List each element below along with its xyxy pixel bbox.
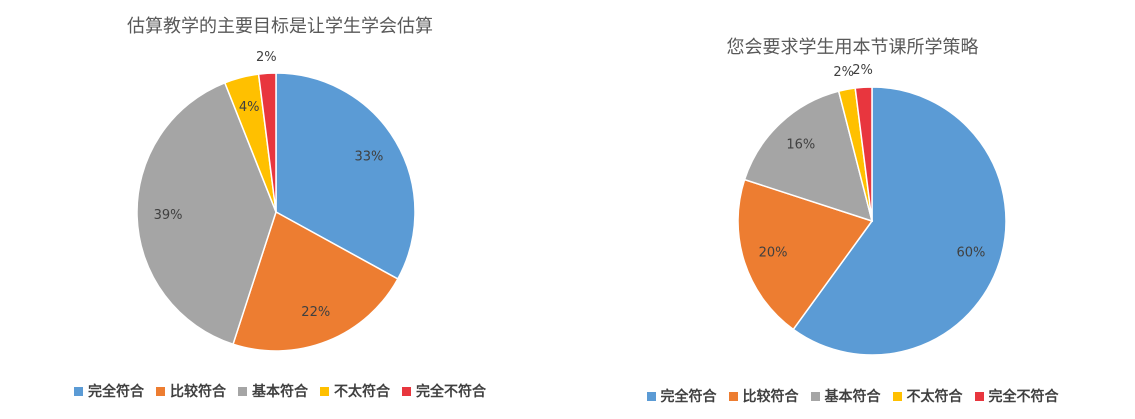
- pie-slice: [232, 210, 399, 352]
- legend-label: 完全符合: [660, 389, 717, 405]
- legend-swatch: [974, 391, 984, 401]
- legend-swatch: [402, 386, 411, 396]
- slice-data-label: 2%: [852, 63, 873, 78]
- legend-item: 不太符合: [892, 386, 963, 406]
- legend-label: 完全不符合: [416, 384, 486, 400]
- slice-data-label: 39%: [154, 208, 183, 223]
- chart-legend: 完全符合 比较符合 基本符合 不太符合 完全不符合: [0, 381, 560, 401]
- pie-plot: 60% 20% 16% 2%2%: [737, 63, 1007, 356]
- pie-slice: [737, 178, 874, 331]
- legend-item: 比较符合: [728, 386, 799, 406]
- legend-swatch: [156, 386, 165, 396]
- pie-chart-left: 估算教学的主要目标是让学生学会估算 33% 22% 39% 4% 2% 完全符合 比较符合…: [0, 0, 560, 419]
- pie-slice: [792, 86, 1007, 356]
- legend-label: 比较符合: [742, 389, 799, 405]
- pie-chart-right: 您会要求学生用本节课所学策略 60% 20% 16% 2% 2% 完全符合 比较符合 基本符…: [570, 0, 1135, 419]
- chart-title: 估算教学的主要目标是让学生学会估算: [127, 16, 433, 37]
- legend-swatch: [646, 391, 656, 401]
- legend-swatch: [74, 386, 83, 396]
- legend-item: 基本符合: [810, 386, 881, 406]
- legend-item: 完全不符合: [974, 386, 1059, 406]
- legend-swatch: [320, 386, 329, 396]
- legend-item: 完全不符合: [402, 381, 486, 401]
- legend-item: 完全符合: [74, 381, 144, 401]
- slice-data-label: 22%: [301, 305, 330, 320]
- legend-item: 完全符合: [646, 386, 717, 406]
- slice-data-label: 2%: [833, 65, 854, 80]
- chart-title: 您会要求学生用本节课所学策略: [726, 37, 979, 58]
- pie-slice: [275, 72, 416, 280]
- pie-slice: [257, 72, 277, 213]
- pie-slice: [743, 90, 874, 223]
- legend-label: 比较符合: [170, 384, 226, 400]
- legend-swatch: [810, 391, 820, 401]
- legend-label: 完全符合: [88, 384, 144, 400]
- legend-label: 基本符合: [824, 389, 881, 405]
- slice-data-label: 2%: [256, 50, 277, 65]
- pie-slice: [854, 86, 873, 222]
- pie-slice: [136, 81, 277, 346]
- slice-data-label: 20%: [759, 246, 788, 261]
- legend-item: 基本符合: [238, 381, 308, 401]
- legend-label: 完全不符合: [988, 389, 1059, 405]
- legend-item: 不太符合: [320, 381, 390, 401]
- legend-label: 基本符合: [252, 384, 308, 400]
- legend-swatch: [728, 391, 738, 401]
- slice-data-label: 16%: [786, 138, 815, 153]
- legend-swatch: [238, 386, 247, 396]
- legend-item: 比较符合: [156, 381, 226, 401]
- legend-swatch: [892, 391, 902, 401]
- slice-data-label: 4%: [239, 100, 260, 115]
- pie-plot: 33% 22% 39% 4% 2%: [136, 50, 416, 352]
- chart-legend: 完全符合 比较符合 基本符合 不太符合 完全不符合: [570, 386, 1135, 406]
- legend-label: 不太符合: [334, 384, 390, 400]
- slice-data-label: 33%: [355, 150, 384, 165]
- slice-data-label: 60%: [956, 246, 985, 261]
- legend-label: 不太符合: [906, 389, 963, 405]
